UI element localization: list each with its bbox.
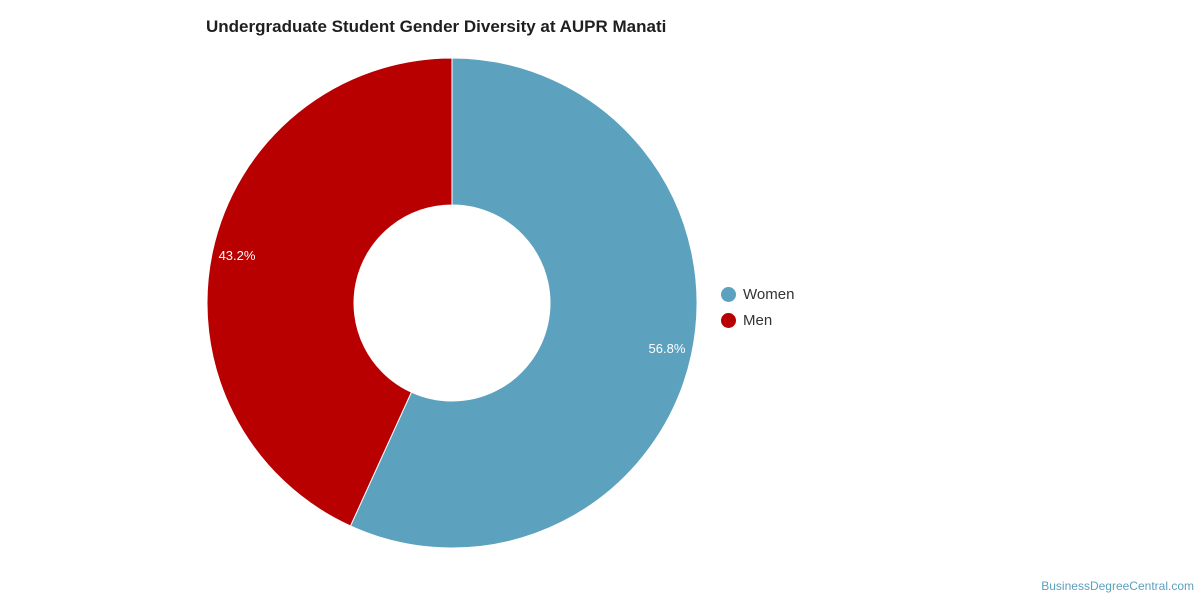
legend-swatch-men xyxy=(721,312,736,328)
slice-label-men: 43.2% xyxy=(219,248,256,263)
legend-label-men: Men xyxy=(743,311,773,329)
slice-label-women: 56.8% xyxy=(649,341,686,356)
chart-title: Undergraduate Student Gender Diversity a… xyxy=(206,17,667,36)
site-credit[interactable]: BusinessDegreeCentral.com xyxy=(1041,579,1194,593)
legend-item-men[interactable]: Men xyxy=(721,307,794,333)
slice-men[interactable] xyxy=(206,57,453,527)
slice-women[interactable] xyxy=(349,57,698,549)
legend-label-women: Women xyxy=(743,285,795,303)
legend: Women Men xyxy=(721,281,794,333)
legend-swatch-women xyxy=(721,286,736,302)
legend-item-women[interactable]: Women xyxy=(721,281,794,307)
